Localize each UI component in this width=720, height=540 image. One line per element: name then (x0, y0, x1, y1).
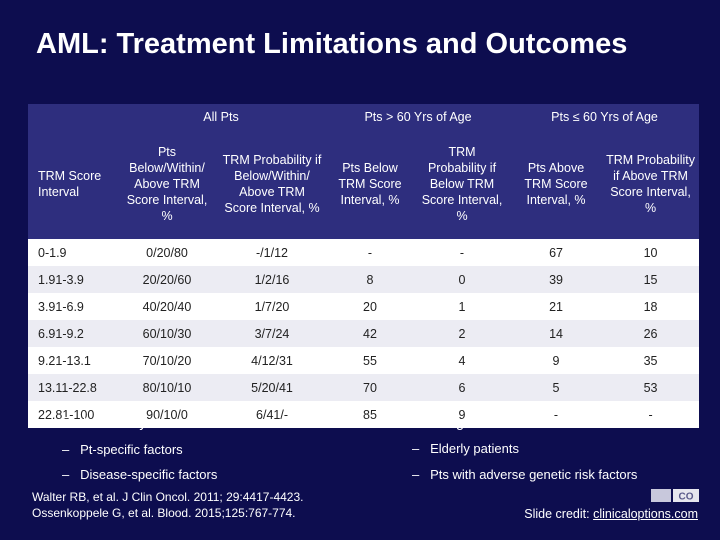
table-cell: 53 (602, 374, 700, 401)
table-cell: 70 (326, 374, 414, 401)
table-cell: 4/12/31 (218, 347, 326, 374)
table-cell: 3/7/24 (218, 320, 326, 347)
col-header: Pts Above TRM Score Interval, % (510, 129, 603, 239)
group-all-pts: All Pts (116, 104, 326, 129)
col-header: TRM Probability if Below/Within/ Above T… (218, 129, 326, 239)
table-cell: 60/10/30 (116, 320, 218, 347)
credit-label: Slide credit: (524, 507, 590, 521)
table-cell: 10 (602, 239, 700, 266)
group-under-60: Pts ≤ 60 Yrs of Age (510, 104, 700, 129)
data-table: All Pts Pts > 60 Yrs of Age Pts ≤ 60 Yrs… (28, 104, 700, 428)
table-cell: 6/41/- (218, 401, 326, 428)
table-row: 9.21-13.1 70/10/20 4/12/31 55 4 9 35 (28, 347, 700, 374)
table-cell: - (510, 401, 603, 428)
table-group-header-row: All Pts Pts > 60 Yrs of Age Pts ≤ 60 Yrs… (28, 104, 700, 129)
table-cell: 55 (326, 347, 414, 374)
left-bullet: Risk for early death (37, 415, 187, 431)
table-cell: 5 (510, 374, 603, 401)
col-header: TRM Probability if Above TRM Score Inter… (602, 129, 700, 239)
svg-text:CO: CO (679, 492, 694, 503)
table-cell: 1/2/16 (218, 266, 326, 293)
col-header: TRM Probability if Below TRM Score Inter… (414, 129, 511, 239)
reference-line: Walter RB, et al. J Clin Oncol. 2011; 29… (32, 490, 304, 504)
group-over-60: Pts > 60 Yrs of Age (326, 104, 511, 129)
credit-link[interactable]: clinicaloptions.com (593, 507, 698, 521)
table-cell: -/1/12 (218, 239, 326, 266)
slide-title: AML: Treatment Limitations and Outcomes (36, 28, 628, 60)
table-cell: 18 (602, 293, 700, 320)
dash-icon: – (412, 467, 420, 482)
table-cell: 4 (414, 347, 511, 374)
table-cell: 35 (602, 347, 700, 374)
right-bullet: Poor long-term outcome (377, 415, 558, 431)
table-cell: 1/7/20 (218, 293, 326, 320)
col-header: Pts Below/Within/ Above TRM Score Interv… (116, 129, 218, 239)
table-cell: 90/10/0 (116, 401, 218, 428)
left-sub-item: – Disease-specific factors (62, 467, 218, 482)
table-cell: 0 (414, 266, 511, 293)
dash-icon: – (412, 441, 420, 456)
table-cell: 80/10/10 (116, 374, 218, 401)
table-row: 22.81-100 90/10/0 6/41/- 85 9- - (28, 401, 700, 428)
table-cell: - (602, 401, 700, 428)
table-cell: 3.91-6.9 (28, 293, 116, 320)
table-cell: 0-1.9 (28, 239, 116, 266)
table-cell: 0/20/80 (116, 239, 218, 266)
right-sub-item: – Elderly patients (412, 441, 519, 456)
table-column-header-row: TRM Score Interval Pts Below/Within/ Abo… (28, 129, 700, 239)
table-cell: 9 (414, 401, 511, 428)
table-cell: 2 (414, 320, 511, 347)
table-cell: 5/20/41 (218, 374, 326, 401)
col-header: Pts Below TRM Score Interval, % (326, 129, 414, 239)
table-cell: 6.91-9.2 (28, 320, 116, 347)
table-row: 3.91-6.9 40/20/40 1/7/20 20 1 21 18 (28, 293, 700, 320)
dash-icon: – (62, 442, 70, 457)
table-cell: 85 (326, 401, 414, 428)
table-cell: 40/20/40 (116, 293, 218, 320)
slide-credit: Slide credit: clinicaloptions.com (524, 507, 698, 521)
table-cell: 14 (510, 320, 603, 347)
table-cell: 8 (326, 266, 414, 293)
table-cell: 20 (326, 293, 414, 320)
bullet-square-icon (37, 420, 42, 426)
table-cell: 15 (602, 266, 700, 293)
table-cell: 1 (414, 293, 511, 320)
table-cell: 22.81-100 (28, 401, 116, 428)
col-header: TRM Score Interval (28, 129, 116, 239)
table-row: 13.11-22.8 80/10/10 5/20/41 70 6 5 53 (28, 374, 700, 401)
table-cell: 39 (510, 266, 603, 293)
references: Walter RB, et al. J Clin Oncol. 2011; 29… (32, 489, 303, 521)
table-cell: 67 (510, 239, 603, 266)
table-cell: 9 (510, 347, 603, 374)
table-cell: 42 (326, 320, 414, 347)
clinical-options-logo: CO (651, 489, 699, 502)
left-sub-item: – Pt-specific factors (62, 442, 183, 457)
reference-line: Ossenkoppele G, et al. Blood. 2015;125:7… (32, 506, 296, 520)
right-bullet-text: Poor long-term outcome (402, 415, 558, 431)
table-cell: 20/20/60 (116, 266, 218, 293)
table-row: 0-1.9 0/20/80 -/1/12- -67 10 (28, 239, 700, 266)
table-cell: 1.91-3.9 (28, 266, 116, 293)
bullet-square-icon (377, 420, 382, 426)
table-row: 1.91-3.9 20/20/60 1/2/16 8 0 39 15 (28, 266, 700, 293)
dash-icon: – (62, 467, 70, 482)
table-cell: 6 (414, 374, 511, 401)
table-cell: 9.21-13.1 (28, 347, 116, 374)
right-sub-item: – Pts with adverse genetic risk factors (412, 467, 638, 482)
table-cell: 70/10/20 (116, 347, 218, 374)
table-cell: 13.11-22.8 (28, 374, 116, 401)
table-cell: - (414, 239, 511, 266)
table-row: 6.91-9.2 60/10/30 3/7/24 42 2 14 26 (28, 320, 700, 347)
table-cell: 21 (510, 293, 603, 320)
left-bullet-text: Risk for early death (62, 415, 187, 431)
table-cell: 26 (602, 320, 700, 347)
table-cell: - (326, 239, 414, 266)
